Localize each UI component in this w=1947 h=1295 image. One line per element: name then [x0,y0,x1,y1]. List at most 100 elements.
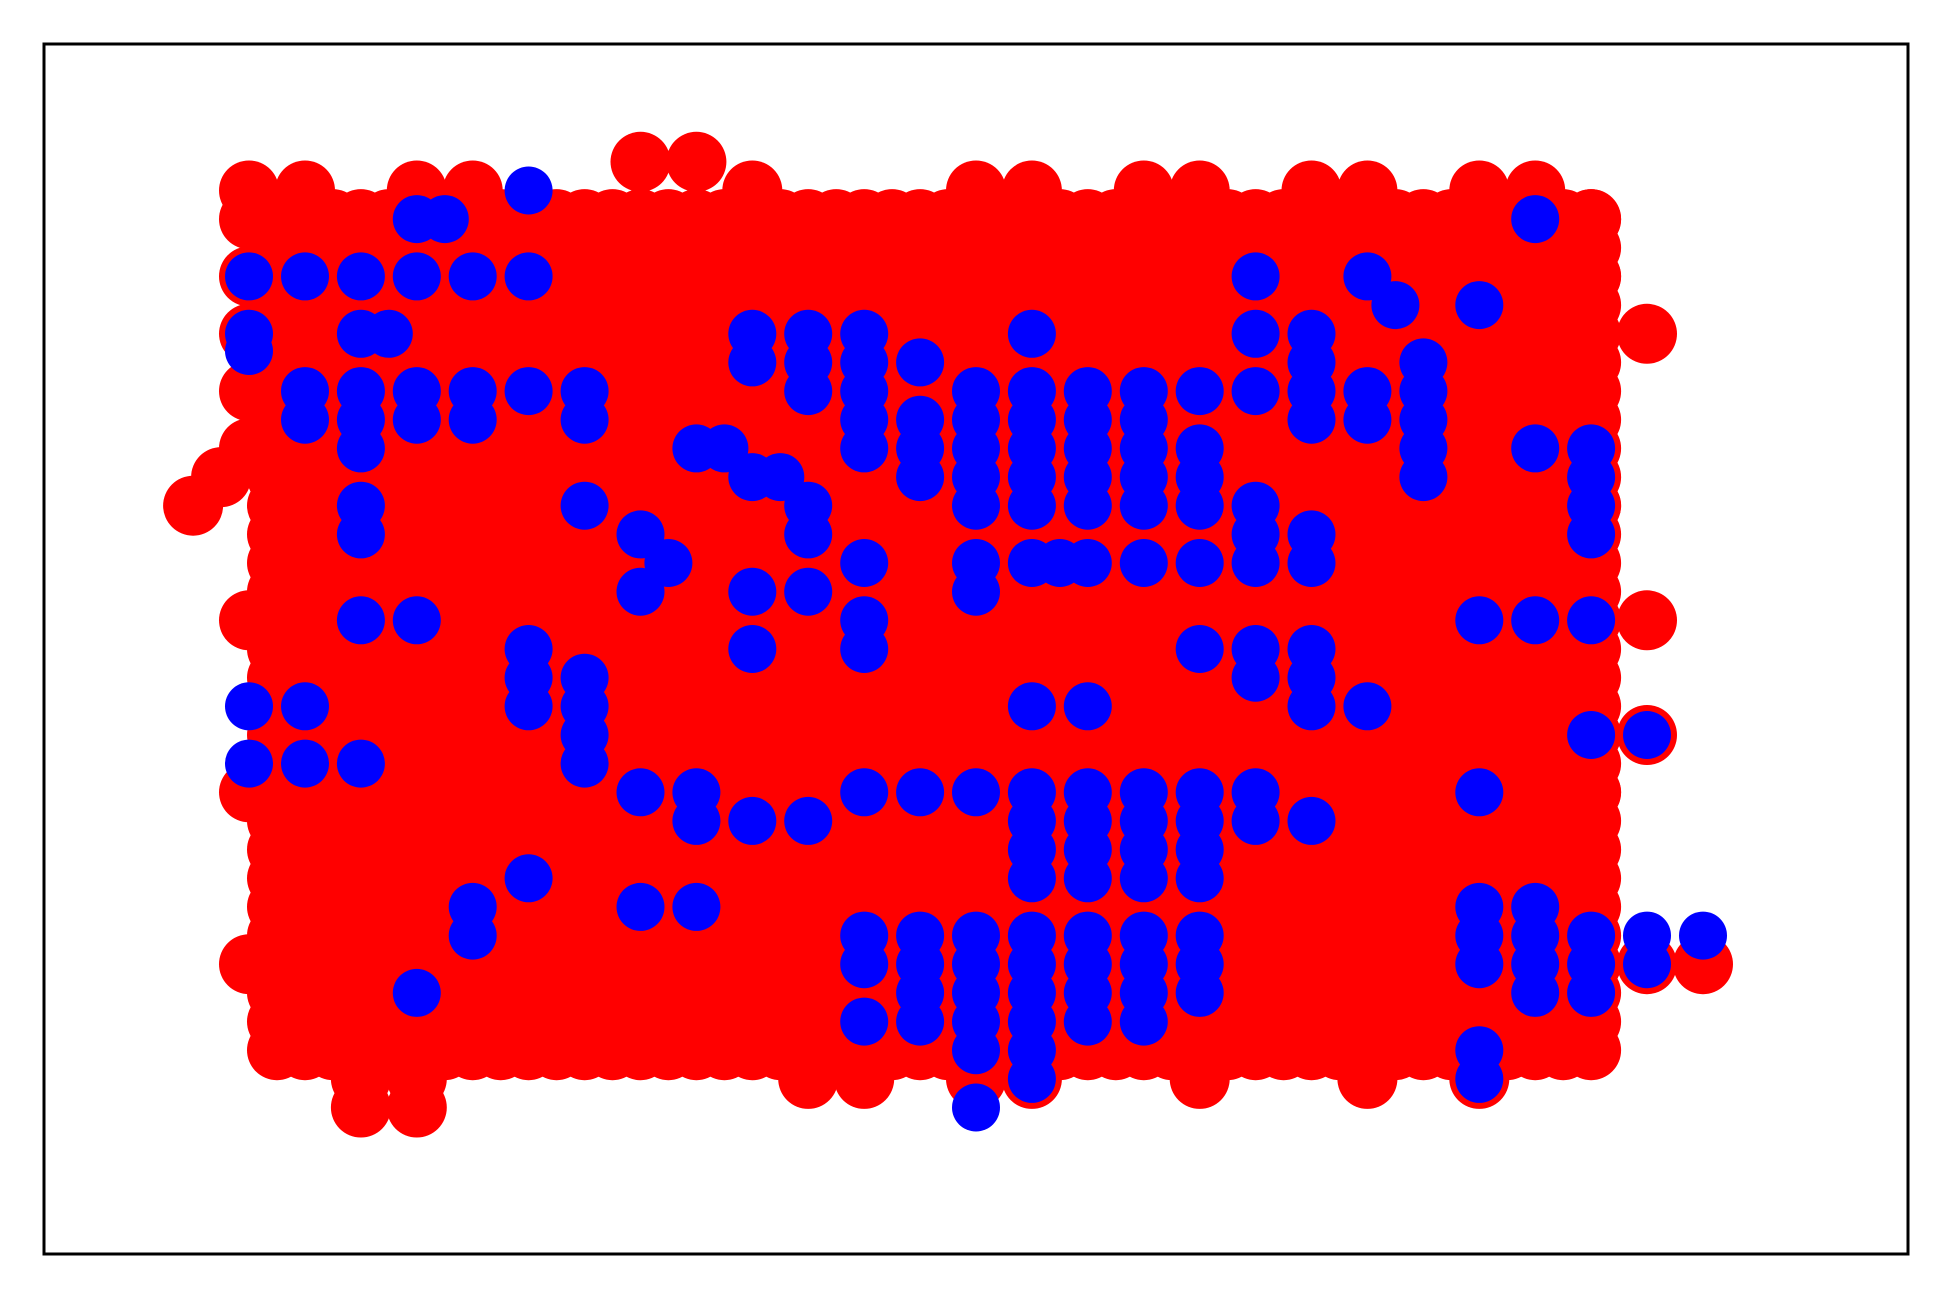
blue-point-12 [225,327,273,375]
blue-point-143 [728,796,777,845]
blue-point-166 [1063,854,1112,903]
blue-point-112 [1511,424,1560,473]
blue-point-218 [1567,711,1616,759]
red-point-16 [1561,189,1622,250]
blue-point-131 [336,596,385,645]
blue-point-80 [1175,481,1224,530]
blue-point-165 [1007,854,1056,903]
red-point-34 [219,934,279,995]
blue-point-222 [448,911,497,960]
blue-point-3 [392,252,441,301]
blue-point-78 [1063,481,1112,530]
blue-point-125 [1287,682,1336,731]
blue-point-99 [1287,338,1336,387]
red-point-33 [1561,762,1622,823]
blue-point-220 [1455,768,1504,817]
blue-point-45 [896,453,945,502]
blue-point-221 [392,968,441,1017]
red-point-8 [1001,160,1062,221]
blue-point-2 [336,252,385,301]
blue-point-209 [1679,911,1727,960]
blue-point-105 [1287,395,1336,444]
red-point-6 [722,160,783,221]
blue-point-215 [1567,968,1616,1017]
blue-point-10 [364,309,413,358]
blue-point-4 [448,252,497,301]
blue-point-119 [1455,596,1504,645]
red-point-27 [219,590,279,651]
blue-point-47 [840,539,889,587]
blue-point-118 [1567,596,1616,645]
blue-point-198 [1119,997,1168,1046]
scatter-marks [163,131,1733,1138]
blue-point-24 [504,367,553,416]
blue-point-117 [1511,596,1560,645]
blue-point-136 [504,682,553,731]
blue-point-23 [336,510,385,559]
red-point-10 [1169,160,1230,221]
red-point-12 [1337,160,1398,221]
blue-point-30 [728,338,777,387]
blue-point-46 [784,510,833,559]
blue-point-202 [952,1083,1000,1132]
blue-point-168 [1175,854,1224,903]
blue-point-192 [1175,968,1224,1017]
blue-point-34 [784,367,833,416]
red-point-48 [1337,1048,1398,1109]
blue-point-8 [504,166,553,215]
blue-point-89 [1231,539,1280,587]
blue-point-197 [1063,997,1112,1046]
red-point-18 [1561,246,1622,307]
blue-point-7 [420,195,469,244]
blue-point-201 [1007,1054,1056,1103]
blue-point-87 [1119,539,1168,587]
blue-point-76 [952,481,1000,530]
blue-point-146 [896,768,945,817]
blue-point-53 [616,567,665,616]
blue-point-33 [896,338,945,387]
blue-point-142 [672,796,721,845]
blue-point-158 [1063,682,1112,731]
blue-point-19 [392,395,441,444]
blue-point-109 [1371,281,1420,330]
red-point-29 [1617,590,1677,651]
plot-frame [42,42,1910,1256]
blue-point-163 [1231,796,1280,845]
blue-point-92 [1035,539,1084,587]
blue-point-145 [840,768,889,817]
blue-point-126 [1343,682,1392,731]
blue-point-48 [784,567,833,616]
blue-point-217 [1455,1026,1504,1075]
blue-point-97 [1231,309,1280,358]
red-point-5 [666,131,727,192]
blue-point-17 [281,395,329,444]
red-point-4 [610,131,671,192]
red-point-41 [330,1077,391,1138]
blue-point-0 [225,252,273,301]
blue-point-106 [1343,395,1392,444]
blue-point-128 [281,682,329,731]
blue-point-50 [560,481,609,530]
blue-point-213 [1623,940,1671,989]
blue-point-214 [1511,968,1560,1017]
blue-point-116 [1567,510,1616,559]
blue-point-147 [952,768,1000,817]
blue-point-223 [336,739,385,788]
blue-point-169 [504,854,553,903]
blue-point-194 [896,997,945,1046]
blue-point-123 [1231,653,1280,702]
blue-point-171 [616,882,665,931]
red-point-11 [1281,160,1342,221]
red-point-44 [834,1048,895,1109]
blue-point-20 [448,395,497,444]
blue-point-55 [840,625,889,673]
blue-point-5 [504,252,553,301]
blue-point-193 [840,997,889,1046]
blue-point-157 [1007,682,1056,731]
blue-series [225,166,1727,1132]
blue-point-91 [952,567,1000,616]
blue-point-88 [1175,539,1224,587]
blue-point-43 [840,424,889,473]
red-point-42 [386,1077,447,1138]
blue-point-120 [1175,625,1224,673]
